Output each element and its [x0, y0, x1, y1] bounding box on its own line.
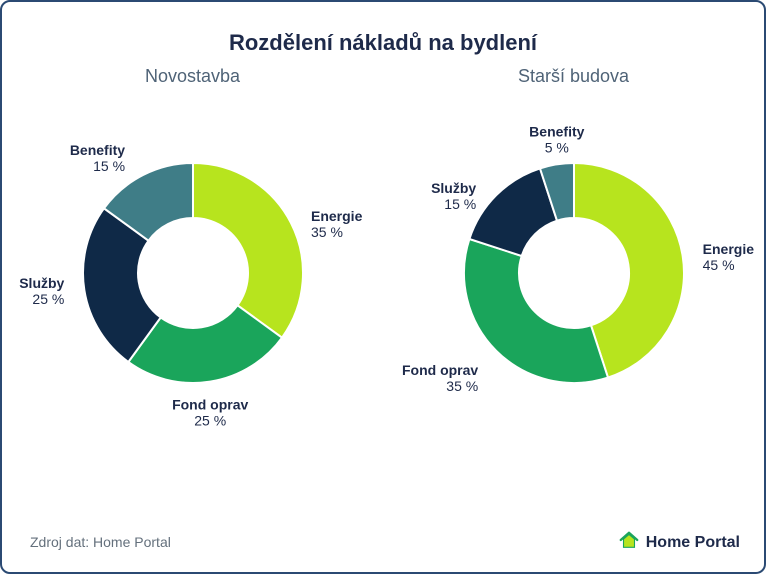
- svg-text:Benefity: Benefity: [69, 142, 124, 158]
- segment-label-benefity: Benefity15 %: [69, 142, 124, 174]
- subtitle-starsi-budova: Starší budova: [383, 66, 764, 87]
- svg-text:35 %: 35 %: [311, 224, 343, 240]
- svg-text:25 %: 25 %: [194, 413, 226, 429]
- svg-text:15 %: 15 %: [93, 158, 125, 174]
- svg-text:Benefity: Benefity: [529, 123, 584, 139]
- brand-house-icon: [618, 529, 640, 556]
- page-title: Rozdělení nákladů na bydlení: [2, 30, 764, 56]
- segment-label-sluzby: Služby25 %: [19, 275, 64, 307]
- subtitle-novostavba: Novostavba: [2, 66, 383, 87]
- svg-text:Služby: Služby: [431, 180, 476, 196]
- svg-text:35 %: 35 %: [446, 378, 478, 394]
- svg-text:Fond oprav: Fond oprav: [172, 397, 248, 413]
- segment-label-energie: Energie45 %: [702, 241, 753, 273]
- chart-starsi-budova: Starší budova Energie45 % Fond oprav35 % S…: [383, 66, 764, 453]
- brand-text: Home Portal: [646, 534, 740, 552]
- data-source: Zdroj dat: Home Portal: [30, 534, 171, 550]
- segment-label-sluzby: Služby15 %: [431, 180, 476, 212]
- segment-fond_oprav: [464, 239, 608, 383]
- svg-text:25 %: 25 %: [32, 291, 64, 307]
- donut-chart-novostavba: Energie35 %Fond oprav25 %Služby25 %Benef…: [13, 93, 373, 453]
- svg-text:Energie: Energie: [311, 208, 363, 224]
- svg-text:45 %: 45 %: [702, 257, 734, 273]
- svg-text:15 %: 15 %: [444, 196, 476, 212]
- svg-text:5 %: 5 %: [544, 139, 568, 155]
- segment-label-fond_oprav: Fond oprav25 %: [172, 397, 248, 429]
- chart-novostavba: Novostavba Energie35 %Fond oprav25 %Služ…: [2, 66, 383, 453]
- segment-label-energie: Energie35 %: [311, 208, 363, 240]
- charts-row: Novostavba Energie35 %Fond oprav25 %Služ…: [2, 66, 764, 453]
- donut-chart-starsi-budova: Energie45 % Fond oprav35 % Služby15 % Benef…: [394, 93, 754, 453]
- segment-label-fond_oprav: Fond oprav35 %: [401, 362, 477, 394]
- brand: Home Portal: [618, 529, 740, 556]
- svg-text:Energie: Energie: [702, 241, 753, 257]
- segment-energie: [193, 163, 303, 338]
- svg-text:Fond oprav: Fond oprav: [401, 362, 477, 378]
- svg-text:Služby: Služby: [19, 275, 64, 291]
- chart-frame: Rozdělení nákladů na bydlení Novostavba …: [0, 0, 766, 574]
- segment-label-benefity: Benefity5 %: [529, 123, 584, 155]
